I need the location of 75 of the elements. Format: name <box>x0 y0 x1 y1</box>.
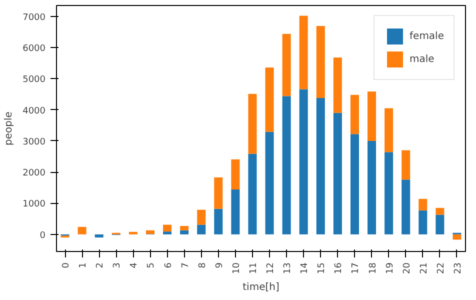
x-tick-label: 5 <box>146 262 157 268</box>
x-tick-label: 12 <box>266 262 276 274</box>
y-tick-label: 6000 <box>22 44 46 54</box>
x-tick-label: 1 <box>78 262 89 268</box>
x-tick-label: 15 <box>317 262 328 274</box>
y-tick-label: 5000 <box>22 75 46 86</box>
x-tick-label: 18 <box>368 262 378 274</box>
bar <box>282 34 291 96</box>
bar <box>299 89 308 234</box>
legend-label: male <box>410 54 434 64</box>
y-tick-label: 4000 <box>22 106 46 116</box>
bar <box>180 226 189 230</box>
x-tick-label: 20 <box>402 262 412 274</box>
bar <box>384 152 394 234</box>
bar <box>436 214 444 234</box>
x-tick-label: 23 <box>453 262 464 274</box>
bar <box>248 94 257 154</box>
x-tick-label: 17 <box>351 262 362 274</box>
bar <box>333 58 342 113</box>
bar <box>368 91 376 141</box>
bar <box>402 150 410 180</box>
bar <box>231 159 240 190</box>
bar <box>368 140 376 234</box>
x-tick-label: 11 <box>248 262 259 274</box>
bar <box>402 180 410 234</box>
y-tick-label: 2000 <box>22 168 46 179</box>
bar <box>146 230 154 234</box>
bar <box>214 177 223 209</box>
bar <box>436 208 444 215</box>
y-tick-label: 1000 <box>22 200 46 210</box>
bar <box>197 210 206 225</box>
bar <box>248 154 257 234</box>
bar <box>350 94 359 134</box>
y-tick-label: 3000 <box>22 137 46 148</box>
bar <box>163 232 172 234</box>
x-tick-label: 4 <box>130 262 140 268</box>
bar <box>197 224 206 234</box>
bar <box>265 67 274 132</box>
bar <box>384 108 394 152</box>
x-tick-label: 21 <box>419 262 430 274</box>
x-tick-label: 8 <box>198 262 208 268</box>
bar <box>350 134 359 234</box>
bar <box>94 234 104 238</box>
bar <box>418 210 428 234</box>
x-tick-label: 22 <box>436 262 446 274</box>
bar <box>78 226 86 234</box>
x-tick-label: 7 <box>180 262 191 268</box>
y-tick-label: 0 <box>40 230 46 241</box>
x-tick-label: 14 <box>300 262 310 274</box>
bar <box>231 190 240 234</box>
x-tick-label: 2 <box>96 262 106 268</box>
x-tick-label: 9 <box>214 262 225 268</box>
bar <box>180 230 189 234</box>
bar <box>163 224 172 232</box>
x-tick-label: 6 <box>164 262 174 268</box>
x-axis-title: time[h] <box>242 282 280 293</box>
bar <box>265 132 274 234</box>
x-tick-label: 10 <box>232 262 242 274</box>
x-tick-label: 16 <box>334 262 344 274</box>
bar <box>316 98 325 234</box>
bar <box>452 234 462 240</box>
bar <box>128 232 138 234</box>
bar <box>418 198 428 210</box>
x-tick-label: 3 <box>112 262 123 268</box>
legend-label: female <box>410 30 444 42</box>
y-tick-label: 7000 <box>22 12 46 23</box>
x-tick-label: 0 <box>62 262 72 268</box>
bar <box>316 26 325 98</box>
x-tick-label: 19 <box>385 262 396 274</box>
bar <box>214 208 223 234</box>
bar <box>282 96 291 234</box>
bar <box>333 112 342 234</box>
y-axis-title: people <box>4 112 15 146</box>
x-tick-label: 13 <box>283 262 294 274</box>
bar <box>299 16 308 90</box>
